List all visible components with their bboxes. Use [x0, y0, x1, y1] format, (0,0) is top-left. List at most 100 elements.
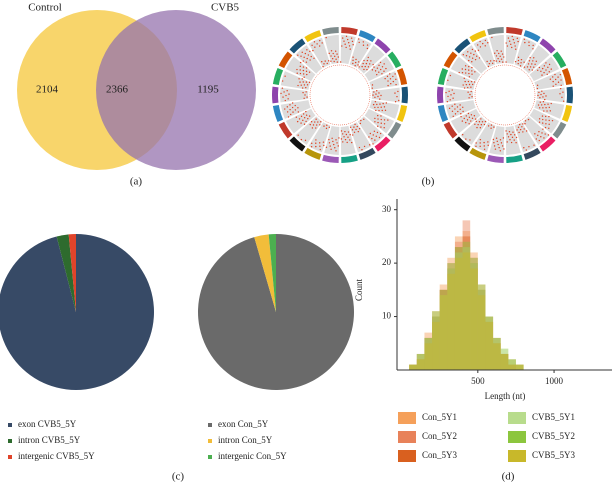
dot	[352, 59, 354, 62]
dot	[552, 80, 554, 83]
dot	[507, 136, 510, 138]
dot	[505, 42, 507, 44]
dot	[362, 62, 364, 65]
dot	[315, 127, 317, 129]
dot	[373, 91, 375, 93]
legend-marker	[208, 439, 212, 443]
dot	[464, 68, 467, 71]
dot	[302, 66, 305, 68]
track	[489, 125, 505, 155]
dot	[493, 142, 495, 144]
dot	[536, 87, 539, 90]
dot	[538, 121, 541, 123]
chrom-band	[437, 105, 449, 123]
chrom-band	[322, 27, 339, 36]
dot	[541, 67, 544, 70]
dot	[282, 96, 284, 98]
dot	[498, 52, 500, 55]
dot	[395, 83, 397, 86]
chrom-band	[539, 136, 556, 152]
dot	[366, 47, 369, 50]
dot	[298, 118, 301, 120]
hist-bar	[416, 359, 425, 370]
dot	[331, 137, 333, 139]
dot	[470, 52, 472, 54]
dot	[471, 70, 473, 72]
dot	[548, 71, 550, 73]
dot	[302, 60, 304, 62]
dot	[312, 49, 314, 52]
dot	[367, 56, 369, 59]
chrom-band	[358, 30, 376, 43]
dot	[543, 92, 545, 95]
hist-bar	[462, 220, 471, 370]
dot	[459, 104, 461, 106]
dot	[376, 103, 378, 106]
dot	[302, 113, 305, 115]
dot	[508, 131, 511, 133]
dot	[514, 60, 517, 63]
dot	[296, 68, 298, 71]
dot	[387, 84, 389, 87]
dot	[483, 145, 485, 147]
track	[371, 87, 401, 103]
dot	[494, 148, 497, 150]
track	[529, 108, 560, 134]
dot	[355, 58, 357, 61]
dot	[477, 123, 479, 126]
dot	[550, 68, 552, 70]
dot	[380, 106, 382, 108]
chrom-band	[358, 147, 376, 160]
legend-marker	[508, 431, 526, 443]
dot	[459, 108, 461, 111]
dot	[479, 142, 481, 144]
legend-label: CVB5_5Y1	[532, 412, 575, 422]
dot	[381, 66, 384, 68]
dot	[464, 65, 467, 67]
track	[349, 37, 372, 68]
dot	[305, 70, 308, 73]
dot	[322, 141, 325, 143]
dot	[306, 57, 308, 60]
dot	[308, 81, 311, 84]
chrom-band	[561, 105, 573, 123]
dot	[316, 124, 318, 126]
dot	[369, 63, 371, 65]
dot	[462, 110, 464, 113]
dot	[498, 146, 500, 149]
hist-bar	[493, 337, 501, 370]
dot	[476, 44, 479, 46]
dot	[354, 61, 357, 64]
dot	[500, 50, 502, 52]
hist-bar	[508, 364, 516, 370]
hist-bar	[485, 321, 494, 370]
dot	[376, 131, 379, 134]
dot	[513, 42, 516, 44]
dot	[374, 139, 376, 141]
hist-bar	[515, 364, 524, 370]
dot	[470, 114, 473, 116]
track	[324, 125, 340, 155]
track	[280, 87, 309, 103]
dot	[471, 48, 474, 51]
dot	[479, 145, 481, 148]
dot	[357, 130, 360, 133]
dot	[300, 84, 302, 86]
dot	[371, 137, 373, 140]
dot	[352, 43, 354, 46]
dot	[328, 138, 330, 141]
dot	[392, 75, 394, 78]
dot	[376, 67, 379, 69]
dot	[378, 64, 380, 67]
dot	[349, 134, 351, 136]
dot	[502, 61, 504, 63]
dot	[517, 56, 520, 59]
dot	[473, 115, 476, 117]
dot	[298, 78, 300, 80]
hist-bar	[485, 316, 494, 370]
dot	[295, 116, 298, 118]
dot	[543, 110, 545, 112]
dot	[546, 110, 548, 112]
dot	[496, 140, 498, 143]
